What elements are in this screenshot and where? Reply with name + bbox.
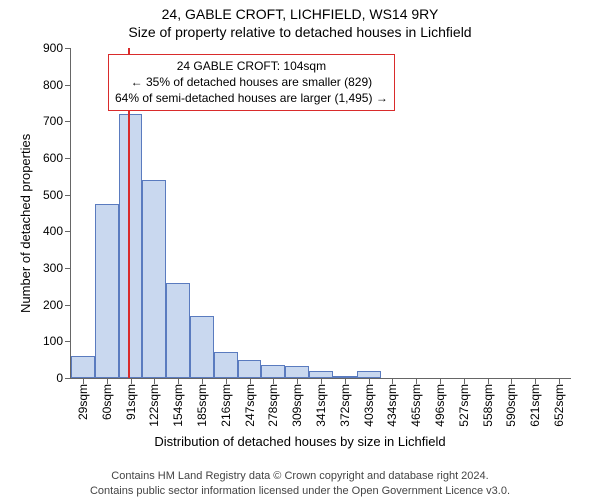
x-tick-label: 122sqm <box>147 384 161 427</box>
info-line: ← 35% of detached houses are smaller (82… <box>115 74 388 90</box>
histogram-bar <box>238 360 262 378</box>
x-tick-label: 216sqm <box>219 384 233 427</box>
x-tick-label: 527sqm <box>457 384 471 427</box>
histogram-bar <box>142 180 166 378</box>
chart-container: 24, GABLE CROFT, LICHFIELD, WS14 9RY Siz… <box>0 0 600 500</box>
y-tick <box>65 268 71 269</box>
marker-info-box: 24 GABLE CROFT: 104sqm ← 35% of detached… <box>108 54 395 111</box>
x-tick-label: 558sqm <box>481 384 495 427</box>
histogram-bar <box>166 283 190 378</box>
y-tick <box>65 48 71 49</box>
x-tick-label: 185sqm <box>195 384 209 427</box>
y-tick-label: 900 <box>43 41 63 55</box>
y-tick <box>65 378 71 379</box>
x-tick-label: 621sqm <box>528 384 542 427</box>
x-tick-label: 91sqm <box>124 384 138 420</box>
footer-line-1: Contains HM Land Registry data © Crown c… <box>0 469 600 483</box>
histogram-bar <box>214 352 238 378</box>
y-tick-label: 700 <box>43 114 63 128</box>
x-tick-label: 590sqm <box>504 384 518 427</box>
x-tick-label: 496sqm <box>433 384 447 427</box>
y-tick <box>65 231 71 232</box>
x-tick-label: 341sqm <box>314 384 328 427</box>
histogram-bar <box>285 366 309 378</box>
y-tick-label: 300 <box>43 261 63 275</box>
histogram-bar <box>119 114 143 378</box>
x-tick-label: 403sqm <box>362 384 376 427</box>
y-tick <box>65 85 71 86</box>
title-line-1: 24, GABLE CROFT, LICHFIELD, WS14 9RY <box>0 6 600 22</box>
info-line: 64% of semi-detached houses are larger (… <box>115 90 388 106</box>
y-tick <box>65 158 71 159</box>
x-tick-label: 465sqm <box>409 384 423 427</box>
footer-line-2: Contains public sector information licen… <box>0 484 600 498</box>
y-tick-label: 0 <box>56 371 63 385</box>
x-tick-label: 60sqm <box>100 384 114 420</box>
x-tick-label: 652sqm <box>552 384 566 427</box>
y-tick-label: 100 <box>43 334 63 348</box>
x-tick-label: 247sqm <box>243 384 257 427</box>
y-tick-label: 600 <box>43 151 63 165</box>
title-line-2: Size of property relative to detached ho… <box>0 24 600 40</box>
y-tick-label: 400 <box>43 224 63 238</box>
y-tick-label: 200 <box>43 298 63 312</box>
y-tick <box>65 195 71 196</box>
histogram-bar <box>95 204 119 378</box>
histogram-bar <box>71 356 95 378</box>
x-tick-label: 372sqm <box>338 384 352 427</box>
y-axis-title: Number of detached properties <box>18 134 33 313</box>
y-tick-label: 800 <box>43 78 63 92</box>
histogram-bar <box>190 316 214 378</box>
x-tick-label: 154sqm <box>171 384 185 427</box>
y-tick-label: 500 <box>43 188 63 202</box>
x-tick-label: 309sqm <box>290 384 304 427</box>
y-tick <box>65 305 71 306</box>
histogram-bar <box>309 371 333 378</box>
info-line: 24 GABLE CROFT: 104sqm <box>115 58 388 74</box>
x-tick-label: 29sqm <box>76 384 90 420</box>
x-tick-label: 434sqm <box>385 384 399 427</box>
y-tick <box>65 121 71 122</box>
x-tick-label: 278sqm <box>266 384 280 427</box>
histogram-bar <box>357 371 381 378</box>
y-tick <box>65 341 71 342</box>
x-axis-title: Distribution of detached houses by size … <box>0 434 600 449</box>
histogram-bar <box>261 365 285 378</box>
footer: Contains HM Land Registry data © Crown c… <box>0 469 600 498</box>
